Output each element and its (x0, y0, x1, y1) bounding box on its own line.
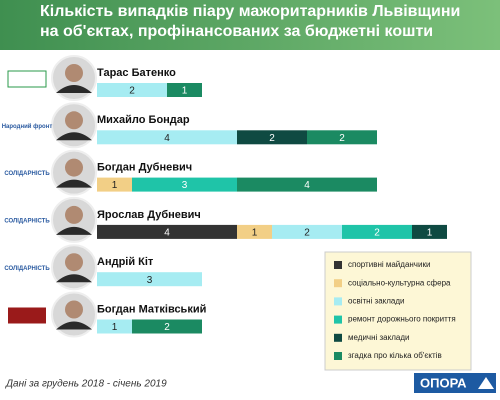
bar-segment (97, 272, 202, 287)
logo-icon (478, 377, 494, 389)
legend-label: соціально-культурна сфера (348, 278, 451, 287)
value-label: 1 (112, 180, 118, 191)
value-label: 1 (427, 228, 433, 239)
photo-face (65, 300, 83, 319)
party-label: СОЛІДАРНІСТЬ (4, 218, 50, 224)
value-label: 3 (182, 180, 188, 191)
bar-segment (167, 83, 202, 97)
header (0, 0, 500, 50)
person-name: Богдан Матківський (97, 303, 206, 315)
bar-segment (237, 177, 377, 192)
legend-swatch (334, 279, 342, 288)
legend-swatch (334, 315, 342, 324)
bar-segment (237, 224, 272, 239)
photo-face (65, 253, 83, 272)
photo-face (65, 205, 83, 224)
person-name: Тарас Батенко (97, 67, 176, 79)
legend (324, 251, 472, 371)
title-box: Кількість випадків піару мажоритарників … (40, 3, 461, 40)
party-logo (8, 165, 46, 182)
value-label: 4 (164, 133, 170, 144)
legend-label: медичні заклади (348, 333, 409, 342)
bar-segment (237, 130, 307, 145)
value-label: 1 (252, 228, 258, 239)
person-name: Ярослав Дубневич (97, 209, 201, 221)
bar-segment (97, 177, 132, 192)
photo-body (56, 226, 92, 235)
value-label: 4 (304, 180, 310, 191)
photo-body (56, 85, 92, 93)
bar-segment (342, 224, 412, 239)
photo-body (56, 179, 92, 188)
photo-face (65, 158, 83, 177)
legend-label: спортивні майданчики (348, 260, 430, 269)
party-logo (8, 118, 46, 135)
party-label: СОЛІДАРНІСТЬ (4, 266, 50, 272)
legend-swatch (334, 297, 342, 306)
value-label: 2 (374, 228, 380, 239)
legend-swatch (334, 333, 342, 342)
value-label: 2 (339, 133, 345, 144)
bar-segment (97, 130, 237, 145)
logo: ОПОРА (420, 375, 467, 390)
bar-segment (272, 224, 342, 239)
bar-segment (132, 177, 237, 192)
value-label: 2 (269, 133, 275, 144)
legend-label: ремонт дорожнього покриття (348, 315, 456, 324)
photo-face (65, 64, 83, 82)
party-logo (7, 70, 47, 88)
value-label: 1 (112, 322, 118, 333)
value-label: 2 (304, 228, 310, 239)
bar-segment (412, 224, 447, 239)
value-label: 4 (164, 228, 170, 239)
source: Дані за грудень 2018 - січень 2019 (5, 379, 167, 390)
person-name: Михайло Бондар (97, 114, 190, 126)
legend-label: згадка про кілька об'єктів (348, 351, 442, 360)
party-logo (8, 307, 46, 324)
bar-segment (97, 319, 132, 334)
legend-swatch (334, 261, 342, 269)
photo-body (56, 274, 92, 283)
bar-segment (132, 319, 202, 334)
person-name: Андрій Кіт (97, 256, 154, 268)
value-label: 2 (164, 322, 170, 333)
legend-swatch (334, 352, 342, 360)
party-logo (8, 260, 46, 277)
bar-segment (307, 130, 377, 145)
party-label: СОЛІДАРНІСТЬ (4, 171, 50, 177)
party-logo (8, 212, 46, 229)
logo-box (414, 373, 496, 393)
chart-title: Кількість випадків піару мажоритарників … (40, 3, 461, 40)
photo-body (56, 132, 92, 141)
person-name: Богдан Дубневич (97, 162, 192, 174)
bar-segment (97, 83, 167, 97)
bar-segment (97, 224, 237, 239)
party-label: Народний фронт (2, 123, 53, 130)
value-label: 3 (147, 275, 153, 286)
photo-body (56, 321, 92, 330)
value-label: 2 (129, 86, 135, 97)
photo-face (65, 111, 83, 130)
legend-label: освітні заклади (348, 297, 405, 306)
value-label: 1 (182, 86, 188, 97)
